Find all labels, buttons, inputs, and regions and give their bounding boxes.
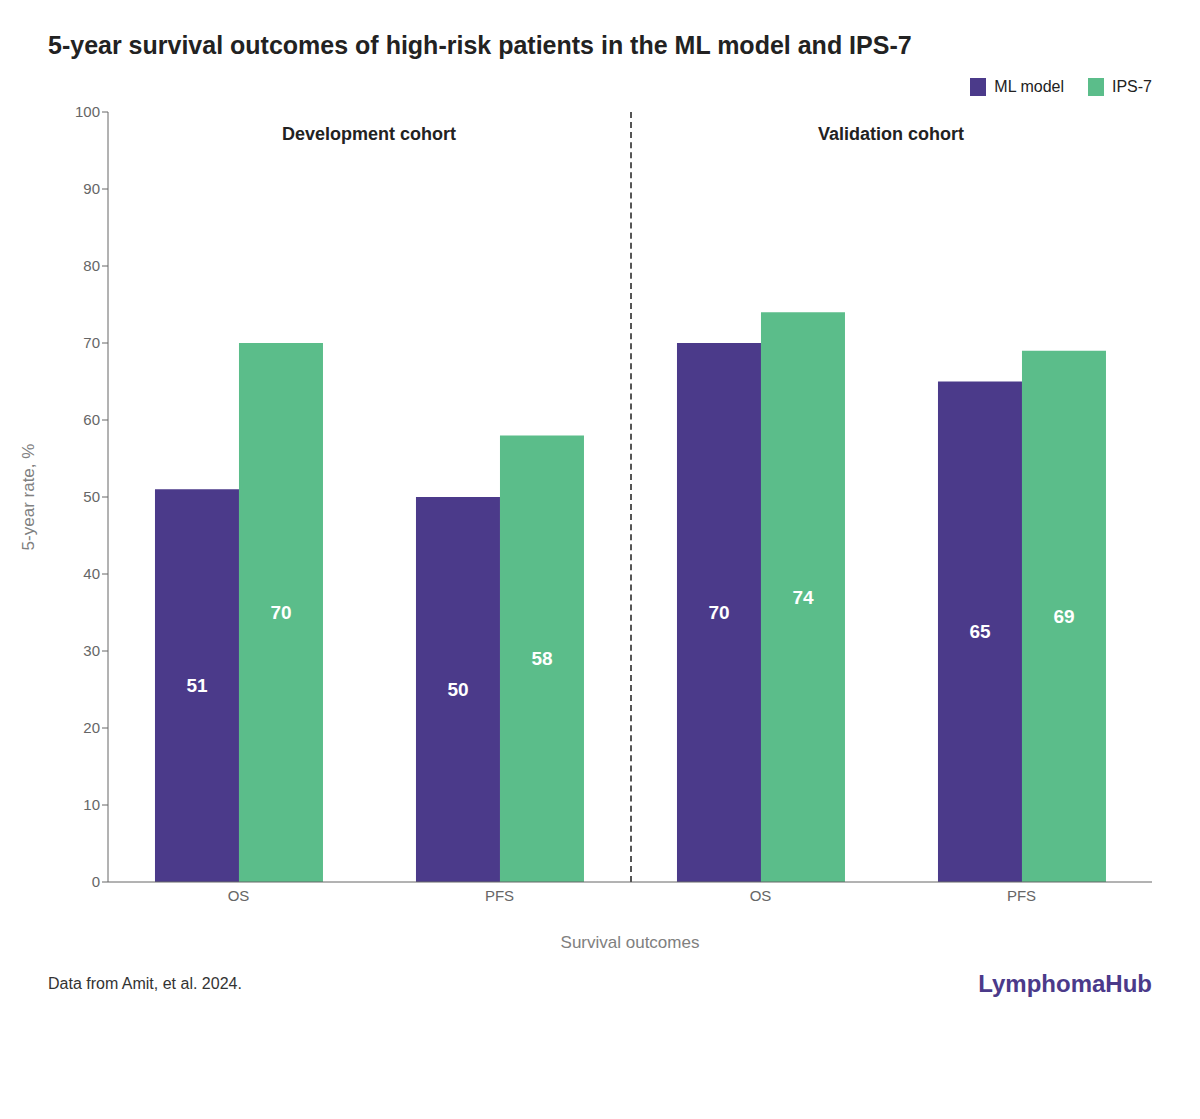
svg-text:65: 65 <box>969 621 991 642</box>
svg-text:70: 70 <box>83 334 100 351</box>
html-text:LymphomaHub: LymphomaHub <box>978 970 1152 997</box>
svg-text:60: 60 <box>83 411 100 428</box>
html-text:Data from Amit, et al. 2024.: Data from Amit, et al. 2024. <box>48 975 242 992</box>
svg-text:50: 50 <box>83 488 100 505</box>
svg-text:10: 10 <box>83 796 100 813</box>
svg-text:69: 69 <box>1053 606 1074 627</box>
svg-text:58: 58 <box>531 648 552 669</box>
html-text:5-year survival outcomes of hi: 5-year survival outcomes of high-risk pa… <box>48 31 912 59</box>
svg-text:50: 50 <box>447 679 468 700</box>
html-text:ML model: ML model <box>994 78 1064 95</box>
svg-text:PFS: PFS <box>485 887 514 904</box>
svg-text:Survival outcomes: Survival outcomes <box>561 933 700 952</box>
svg-text:OS: OS <box>750 887 772 904</box>
svg-text:20: 20 <box>83 719 100 736</box>
svg-text:51: 51 <box>186 675 208 696</box>
svg-text:30: 30 <box>83 642 100 659</box>
svg-text:OS: OS <box>228 887 250 904</box>
svg-text:100: 100 <box>75 103 100 120</box>
svg-text:0: 0 <box>92 873 100 890</box>
svg-text:70: 70 <box>708 602 729 623</box>
svg-text:40: 40 <box>83 565 100 582</box>
svg-text:80: 80 <box>83 257 100 274</box>
html-text:IPS-7: IPS-7 <box>1112 78 1152 95</box>
html-text:Development cohort: Development cohort <box>282 124 456 144</box>
svg-text:70: 70 <box>270 602 291 623</box>
svg-text:PFS: PFS <box>1007 887 1036 904</box>
svg-text:74: 74 <box>792 587 814 608</box>
html-text:Validation cohort: Validation cohort <box>818 124 964 144</box>
svg-text:5-year rate, %: 5-year rate, % <box>19 444 38 551</box>
svg-text:90: 90 <box>83 180 100 197</box>
